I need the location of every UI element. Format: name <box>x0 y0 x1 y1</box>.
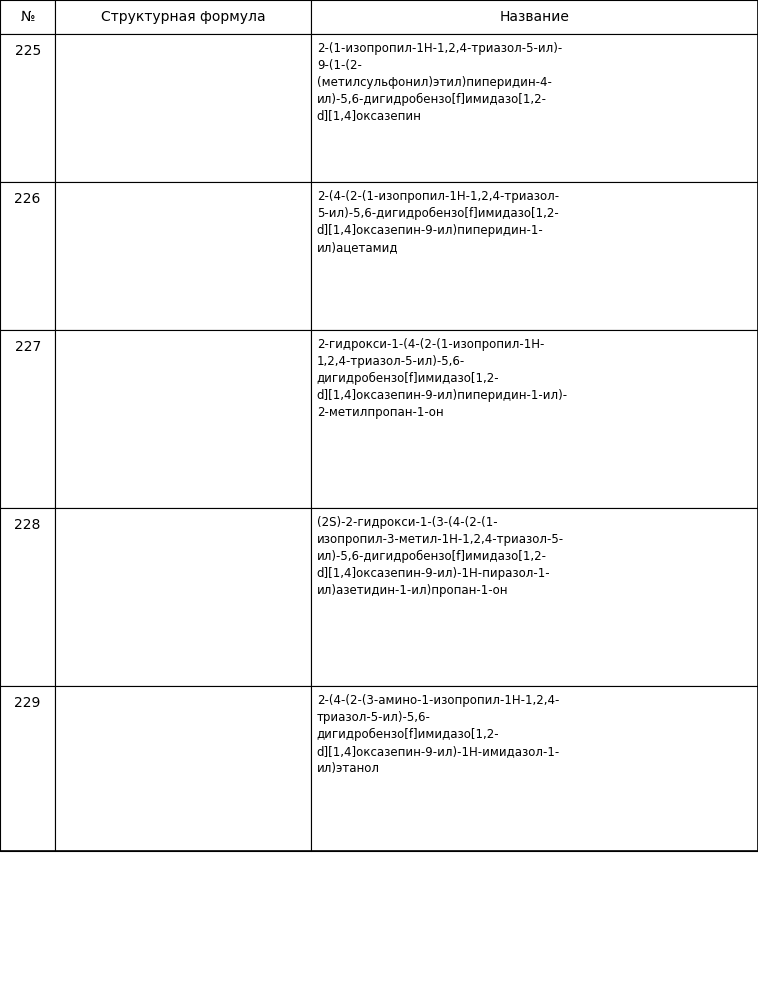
Text: (2S)-2-гидрокси-1-(3-(4-(2-(1-
изопропил-3-метил-1Н-1,2,4-триазол-5-
ил)-5,6-диг: (2S)-2-гидрокси-1-(3-(4-(2-(1- изопропил… <box>317 516 564 597</box>
Bar <box>0 34 55 182</box>
Text: Название: Название <box>500 10 569 24</box>
Bar <box>0 686 55 851</box>
Bar <box>0 508 55 686</box>
Text: №: № <box>20 10 35 24</box>
Bar <box>311 34 758 182</box>
Bar <box>0 330 55 508</box>
Bar <box>311 686 758 851</box>
Bar <box>0 0 758 851</box>
Bar <box>55 508 311 686</box>
Text: 229: 229 <box>14 696 41 710</box>
Text: 226: 226 <box>14 192 41 206</box>
Bar <box>55 686 311 851</box>
Text: 227: 227 <box>14 340 41 354</box>
Bar <box>55 34 311 182</box>
Bar <box>311 330 758 508</box>
Bar <box>55 330 311 508</box>
Bar <box>311 508 758 686</box>
Text: 225: 225 <box>14 44 41 58</box>
Bar <box>0 182 55 330</box>
Bar <box>311 0 758 34</box>
Text: 2-(4-(2-(1-изопропил-1Н-1,2,4-триазол-
5-ил)-5,6-дигидробензо[f]имидазо[1,2-
d][: 2-(4-(2-(1-изопропил-1Н-1,2,4-триазол- 5… <box>317 190 559 254</box>
Text: 228: 228 <box>14 518 41 532</box>
Bar <box>55 0 311 34</box>
Text: 2-(4-(2-(3-амино-1-изопропил-1Н-1,2,4-
триазол-5-ил)-5,6-
дигидробензо[f]имидазо: 2-(4-(2-(3-амино-1-изопропил-1Н-1,2,4- т… <box>317 694 560 775</box>
Bar <box>55 182 311 330</box>
Text: Структурная формула: Структурная формула <box>101 10 265 24</box>
Text: 2-(1-изопропил-1Н-1,2,4-триазол-5-ил)-
9-(1-(2-
(метилсульфонил)этил)пиперидин-4: 2-(1-изопропил-1Н-1,2,4-триазол-5-ил)- 9… <box>317 42 562 123</box>
Bar <box>311 182 758 330</box>
Bar <box>0 0 55 34</box>
Text: 2-гидрокси-1-(4-(2-(1-изопропил-1Н-
1,2,4-триазол-5-ил)-5,6-
дигидробензо[f]имид: 2-гидрокси-1-(4-(2-(1-изопропил-1Н- 1,2,… <box>317 338 568 419</box>
